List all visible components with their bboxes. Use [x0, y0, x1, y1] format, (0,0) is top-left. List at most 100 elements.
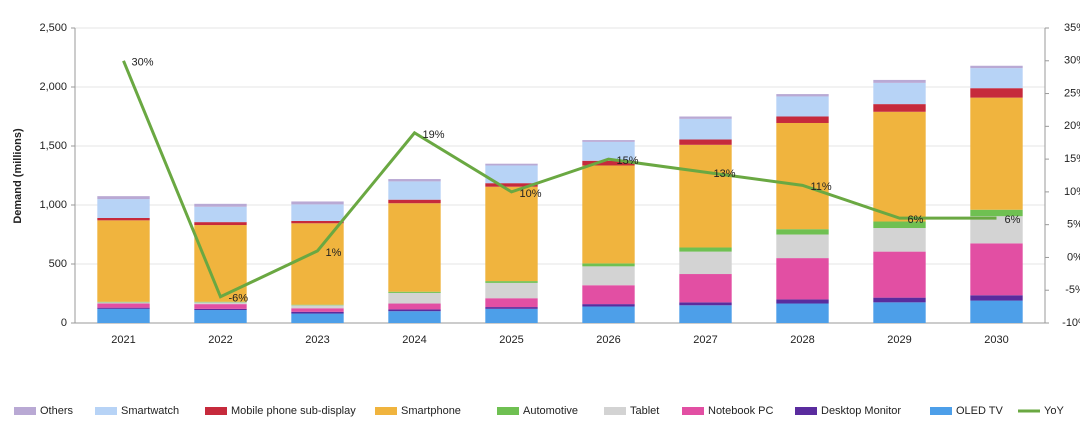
- legend-label: Mobile phone sub-display: [231, 405, 356, 417]
- x-tick-label: 2026: [596, 334, 620, 346]
- bar-segment: [776, 234, 829, 259]
- bar-segment: [194, 206, 247, 223]
- bar-segment: [291, 223, 344, 305]
- bar-segment: [291, 305, 344, 309]
- x-tick-label: 2022: [208, 334, 232, 346]
- bar-segment: [582, 304, 635, 307]
- legend-swatch: [930, 407, 952, 415]
- bar-segment: [388, 203, 441, 292]
- bar-segment: [679, 251, 732, 275]
- legend-label: Tablet: [630, 405, 659, 417]
- legend-swatch: [604, 407, 626, 415]
- bar-segment: [873, 297, 926, 303]
- bar-segment: [97, 196, 150, 200]
- legend-swatch: [14, 407, 36, 415]
- bar-segment: [679, 305, 732, 323]
- bar-segment: [970, 295, 1023, 301]
- data-label: 6%: [1005, 214, 1021, 226]
- y-axis-label: Demand (millions): [12, 128, 24, 224]
- bar-segment: [97, 220, 150, 302]
- bar-segment: [194, 225, 247, 302]
- bar-segment: [970, 65, 1023, 69]
- bar-segment: [291, 204, 344, 221]
- bar-segment: [970, 209, 1023, 217]
- y2-tick-label: -10%: [1062, 317, 1080, 329]
- x-tick-label: 2029: [887, 334, 911, 346]
- data-label: 10%: [520, 188, 542, 200]
- legend-swatch: [375, 407, 397, 415]
- legend-label: YoY: [1044, 405, 1064, 417]
- legend-label: Smartphone: [401, 405, 461, 417]
- y-tick-label: 2,000: [39, 81, 67, 93]
- bar-segment: [388, 179, 441, 182]
- x-tick-label: 2025: [499, 334, 523, 346]
- bar-segment: [485, 186, 538, 282]
- bar-segment: [291, 304, 344, 306]
- bar-segment: [485, 298, 538, 308]
- y-tick-label: 1,000: [39, 199, 67, 211]
- y2-tick-label: 0%: [1067, 251, 1080, 263]
- bar-segment: [873, 111, 926, 222]
- bar-segment: [97, 307, 150, 309]
- bar-segment: [582, 141, 635, 161]
- bar-segment: [485, 165, 538, 184]
- data-label: 15%: [617, 155, 639, 167]
- bar-segment: [194, 301, 247, 303]
- bar-segment: [97, 303, 150, 308]
- data-label: 6%: [908, 214, 924, 226]
- bar-segment: [388, 292, 441, 304]
- bar-segment: [485, 307, 538, 309]
- bar-segment: [97, 308, 150, 323]
- y-tick-label: 2,500: [39, 22, 67, 34]
- y-tick-label: 1,500: [39, 140, 67, 152]
- legend-label: Automotive: [523, 405, 578, 417]
- bar-segment: [194, 308, 247, 311]
- bar-segment: [776, 94, 829, 97]
- bar-segment: [776, 229, 829, 235]
- legend-label: Desktop Monitor: [821, 405, 901, 417]
- bar-segment: [873, 251, 926, 298]
- bar-segment: [776, 122, 829, 230]
- bar-segment: [873, 79, 926, 83]
- bar-segment: [679, 274, 732, 303]
- bar-segment: [388, 303, 441, 310]
- y2-tick-label: 35%: [1064, 22, 1080, 34]
- bar-segment: [679, 302, 732, 306]
- legend-label: OLED TV: [956, 405, 1004, 417]
- bar-segment: [582, 160, 635, 166]
- legend-swatch: [95, 407, 117, 415]
- bar-segment: [291, 313, 344, 323]
- bar-segment: [776, 116, 829, 123]
- x-tick-label: 2021: [111, 334, 135, 346]
- bar-segment: [485, 281, 538, 283]
- bar-segment: [679, 144, 732, 248]
- bar-segment: [291, 220, 344, 224]
- bar-segment: [582, 266, 635, 286]
- bar-segment: [970, 300, 1023, 323]
- bar-segment: [970, 243, 1023, 296]
- bar-segment: [970, 216, 1023, 244]
- bar-segment: [873, 104, 926, 112]
- bar-segment: [97, 302, 150, 304]
- y2-tick-label: 20%: [1064, 120, 1080, 132]
- legend-label: Notebook PC: [708, 405, 773, 417]
- x-tick-label: 2028: [790, 334, 814, 346]
- bar-segment: [776, 303, 829, 323]
- bar-segment: [194, 203, 247, 207]
- bar-segment: [388, 291, 441, 293]
- bar-segment: [97, 217, 150, 221]
- bar-segment: [388, 311, 441, 323]
- bar-segment: [679, 116, 732, 119]
- bar-segment: [873, 82, 926, 105]
- bar-segment: [485, 163, 538, 166]
- data-label: 11%: [811, 181, 832, 193]
- legend-label: Others: [40, 405, 74, 417]
- bar-segment: [776, 96, 829, 117]
- y2-tick-label: 15%: [1064, 153, 1080, 165]
- data-label: -6%: [229, 293, 249, 305]
- y2-tick-label: 5%: [1067, 219, 1080, 231]
- y2-tick-label: -5%: [1065, 284, 1080, 296]
- y2-tick-label: 10%: [1064, 186, 1080, 198]
- bar-segment: [485, 282, 538, 299]
